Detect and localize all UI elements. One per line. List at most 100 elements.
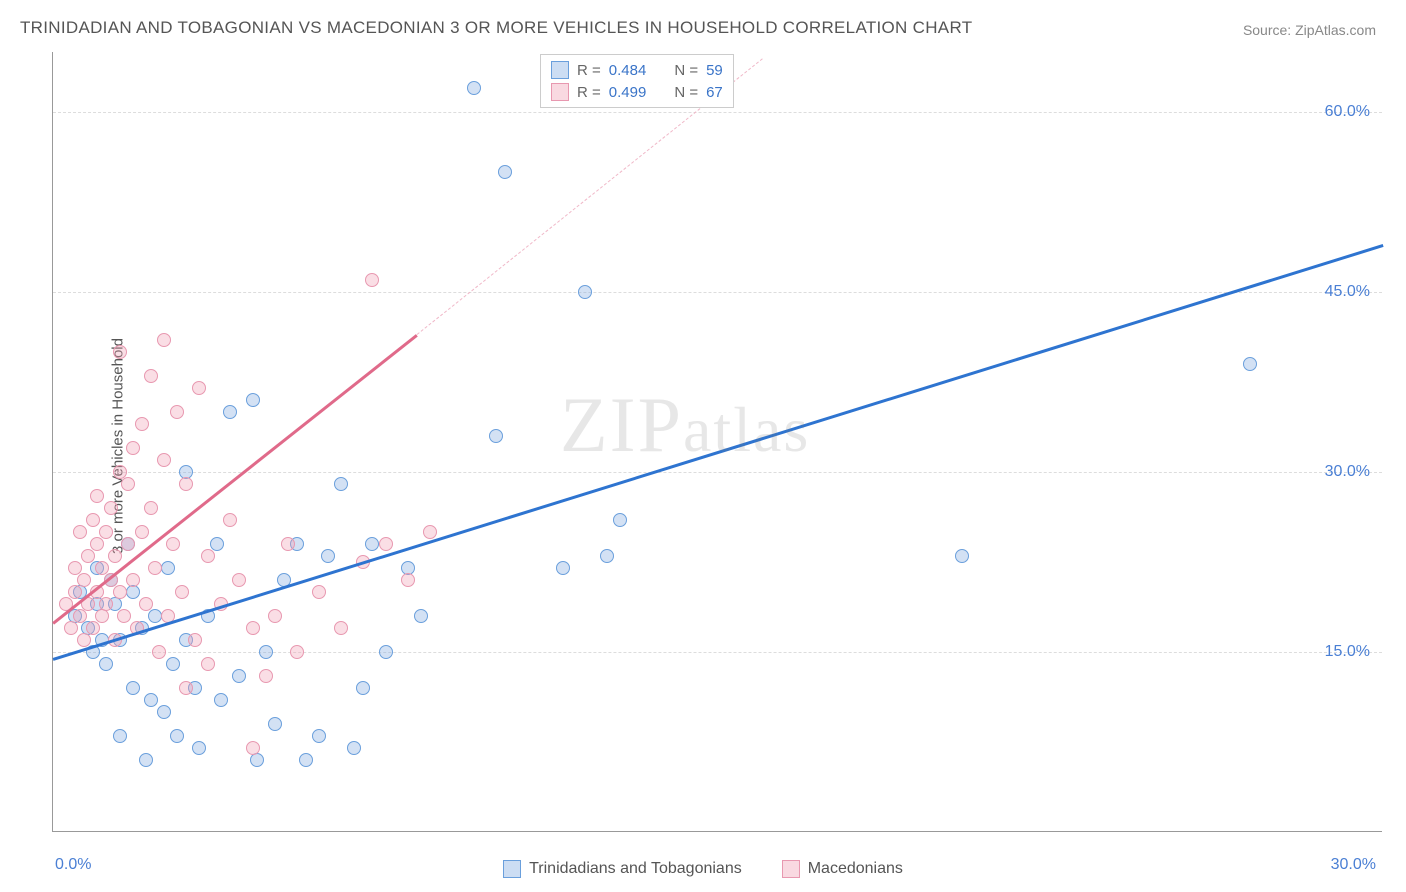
scatter-point [299, 753, 313, 767]
n-value-blue: 59 [706, 62, 723, 79]
r-value-blue: 0.484 [609, 62, 647, 79]
scatter-point [365, 273, 379, 287]
scatter-point [90, 537, 104, 551]
gridline [53, 652, 1382, 653]
scatter-point [467, 81, 481, 95]
scatter-point [250, 753, 264, 767]
scatter-point [121, 477, 135, 491]
scatter-point [104, 501, 118, 515]
scatter-point [613, 513, 627, 527]
source-name: ZipAtlas.com [1295, 22, 1376, 38]
scatter-point [268, 609, 282, 623]
scatter-point [175, 585, 189, 599]
scatter-point [312, 729, 326, 743]
swatch-pink-icon [551, 83, 569, 101]
scatter-point [77, 573, 91, 587]
legend-stats-row-blue: R = 0.484 N = 59 [551, 59, 723, 81]
y-tick-label: 15.0% [1325, 643, 1370, 661]
scatter-point [214, 693, 228, 707]
gridline [53, 112, 1382, 113]
scatter-point [259, 645, 273, 659]
y-tick-label: 45.0% [1325, 283, 1370, 301]
scatter-point [179, 477, 193, 491]
scatter-point [188, 633, 202, 647]
scatter-point [246, 741, 260, 755]
legend-stats-row-pink: R = 0.499 N = 67 [551, 81, 723, 103]
scatter-point [498, 165, 512, 179]
r-label: R = [577, 62, 601, 79]
scatter-point [86, 621, 100, 635]
n-label: N = [674, 84, 698, 101]
scatter-point [126, 573, 140, 587]
scatter-point [148, 561, 162, 575]
swatch-blue-icon [551, 61, 569, 79]
scatter-point [148, 609, 162, 623]
scatter-point [201, 549, 215, 563]
scatter-point [170, 729, 184, 743]
scatter-point [556, 561, 570, 575]
scatter-point [90, 489, 104, 503]
scatter-point [73, 609, 87, 623]
scatter-point [86, 513, 100, 527]
scatter-point [73, 525, 87, 539]
scatter-point [955, 549, 969, 563]
scatter-point [223, 405, 237, 419]
scatter-point [578, 285, 592, 299]
scatter-point [401, 573, 415, 587]
scatter-point [166, 537, 180, 551]
scatter-point [121, 537, 135, 551]
scatter-point [161, 561, 175, 575]
scatter-point [379, 537, 393, 551]
scatter-point [281, 537, 295, 551]
scatter-point [144, 369, 158, 383]
scatter-point [99, 657, 113, 671]
scatter-point [334, 477, 348, 491]
scatter-point [157, 453, 171, 467]
scatter-point [135, 525, 149, 539]
scatter-point [126, 585, 140, 599]
scatter-point [489, 429, 503, 443]
y-tick-label: 30.0% [1325, 463, 1370, 481]
scatter-point [414, 609, 428, 623]
scatter-point [259, 669, 273, 683]
scatter-point [232, 669, 246, 683]
scatter-point [192, 381, 206, 395]
scatter-point [157, 705, 171, 719]
scatter-point [356, 681, 370, 695]
legend-label-pink: Macedonians [808, 860, 903, 878]
scatter-point [113, 345, 127, 359]
legend-item-pink: Macedonians [782, 860, 903, 878]
scatter-point [290, 645, 304, 659]
legend-series: Trinidadians and Tobagonians Macedonians [0, 860, 1406, 878]
scatter-point [81, 549, 95, 563]
plot-area: 15.0%30.0%45.0%60.0% [52, 52, 1382, 832]
scatter-point [99, 525, 113, 539]
scatter-point [113, 585, 127, 599]
chart-title: TRINIDADIAN AND TOBAGONIAN VS MACEDONIAN… [20, 18, 972, 38]
scatter-point [246, 393, 260, 407]
scatter-point [347, 741, 361, 755]
scatter-point [95, 609, 109, 623]
scatter-point [179, 681, 193, 695]
scatter-point [144, 501, 158, 515]
scatter-point [113, 729, 127, 743]
legend-label-blue: Trinidadians and Tobagonians [529, 860, 742, 878]
scatter-point [423, 525, 437, 539]
scatter-point [379, 645, 393, 659]
n-label: N = [674, 62, 698, 79]
scatter-point [192, 741, 206, 755]
swatch-blue-icon [503, 860, 521, 878]
n-value-pink: 67 [706, 84, 723, 101]
scatter-point [321, 549, 335, 563]
scatter-point [365, 537, 379, 551]
scatter-point [152, 645, 166, 659]
r-value-pink: 0.499 [609, 84, 647, 101]
gridline [53, 472, 1382, 473]
scatter-point [64, 621, 78, 635]
legend-stats: R = 0.484 N = 59 R = 0.499 N = 67 [540, 54, 734, 108]
scatter-point [166, 657, 180, 671]
scatter-point [117, 609, 131, 623]
scatter-point [246, 621, 260, 635]
scatter-point [68, 585, 82, 599]
source-prefix: Source: [1243, 22, 1295, 38]
